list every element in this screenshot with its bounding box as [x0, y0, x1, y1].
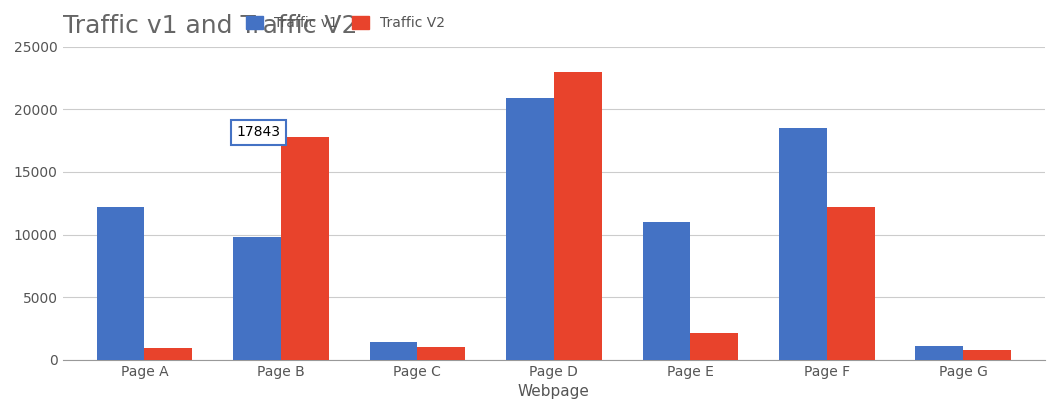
- X-axis label: Webpage: Webpage: [518, 384, 590, 399]
- Legend: Traffic v1, Traffic V2: Traffic v1, Traffic V2: [247, 16, 445, 30]
- Bar: [370, 342, 417, 360]
- Bar: [643, 222, 690, 360]
- Bar: [964, 350, 1011, 360]
- Text: Traffic v1 and Traffic V2: Traffic v1 and Traffic V2: [62, 14, 357, 38]
- Text: 17843: 17843: [236, 126, 281, 139]
- Bar: [690, 333, 738, 360]
- Bar: [417, 347, 465, 360]
- Bar: [233, 237, 281, 360]
- Bar: [915, 346, 964, 360]
- Bar: [281, 137, 328, 360]
- Bar: [96, 207, 144, 360]
- Bar: [506, 98, 554, 360]
- Bar: [554, 72, 602, 360]
- Bar: [144, 349, 193, 360]
- Bar: [827, 207, 875, 360]
- Bar: [779, 128, 827, 360]
